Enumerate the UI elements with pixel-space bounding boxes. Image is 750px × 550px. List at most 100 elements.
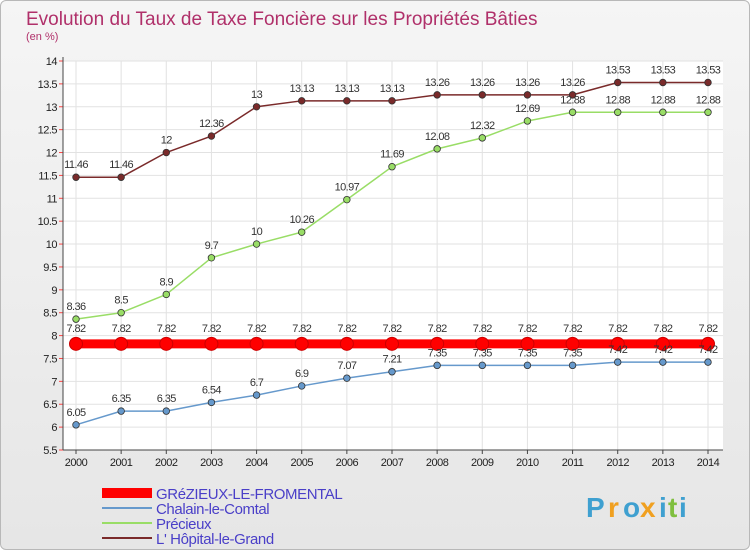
- data-label: 8.36: [66, 301, 85, 313]
- data-label: 8.5: [114, 295, 128, 307]
- data-point: [388, 97, 396, 105]
- data-label: 7.82: [653, 323, 672, 335]
- data-label: 12.88: [696, 94, 721, 106]
- gridlines: [63, 60, 723, 451]
- y-tick-label: 13.5: [38, 79, 58, 91]
- data-point: [162, 148, 170, 157]
- data-point: [430, 336, 445, 351]
- data-label: 6.9: [295, 368, 309, 380]
- data-point: [343, 374, 351, 382]
- data-label: 13: [251, 89, 263, 101]
- logo-letter: x: [640, 492, 657, 523]
- x-tick-label: 2007: [381, 457, 404, 469]
- data-label: 7.42: [653, 344, 672, 356]
- data-point: [117, 309, 125, 317]
- data-point: [478, 361, 486, 370]
- data-label: 6.7: [250, 377, 264, 389]
- data-label: 13.13: [289, 83, 314, 95]
- x-tick-labels: 2000 2001 2002 2003 2004 2005 2006 2007 2008 2009…: [65, 457, 720, 469]
- data-point: [207, 132, 216, 140]
- x-tick-label: 2011: [562, 457, 584, 469]
- data-point: [162, 290, 170, 299]
- data-point: [252, 391, 261, 399]
- data-point: [568, 108, 577, 116]
- logo-letter: P: [586, 492, 606, 523]
- data-point: [114, 336, 129, 351]
- data-label: 7.82: [428, 323, 447, 335]
- legend: GRéZIEUX-LE-FROMENTALChalain-le-ComtalPr…: [102, 486, 343, 548]
- data-label: 13.26: [470, 77, 495, 89]
- data-label: 6.35: [112, 393, 131, 405]
- series-0: [69, 336, 715, 351]
- data-label: 13.26: [515, 77, 540, 89]
- data-point: [475, 336, 490, 351]
- data-label: 12.08: [425, 131, 450, 143]
- series-1: [72, 358, 712, 429]
- data-point: [610, 336, 625, 351]
- x-tick-label: 2008: [426, 457, 449, 469]
- data-label: 7.35: [428, 347, 447, 359]
- x-tick-label: 2001: [110, 457, 133, 469]
- x-tick-label: 2000: [65, 457, 88, 469]
- x-tick-label: 2003: [200, 457, 223, 469]
- y-tick-label: 11.5: [38, 170, 57, 182]
- data-label: 12: [161, 135, 173, 147]
- plot-area: [63, 61, 723, 450]
- data-point: [659, 358, 667, 366]
- legend-label: L' Hôpital-le-Grand: [156, 531, 274, 548]
- data-label: 7.82: [563, 323, 582, 335]
- data-label: 13.26: [425, 77, 450, 89]
- data-point: [704, 78, 712, 87]
- x-tick-label: 2002: [155, 457, 178, 469]
- data-label: 13.53: [605, 65, 630, 77]
- data-point: [117, 407, 125, 415]
- data-point: [568, 361, 577, 370]
- data-label: 11.46: [64, 159, 88, 171]
- data-point: [162, 407, 170, 415]
- data-label: 10: [251, 226, 263, 238]
- y-tick-label: 8.5: [43, 308, 57, 320]
- data-label: 7.35: [518, 347, 537, 359]
- data-label: 7.42: [608, 344, 627, 356]
- data-point: [433, 145, 441, 153]
- data-point: [704, 108, 712, 116]
- data-label: 7.21: [382, 354, 401, 366]
- data-label: 7.82: [382, 323, 401, 335]
- y-tick-label: 10: [46, 239, 58, 251]
- data-label: 7.82: [112, 323, 131, 335]
- legend-item-1: Chalain-le-Comtal: [102, 501, 270, 518]
- y-tick-label: 12.5: [38, 125, 58, 137]
- data-label: 7.82: [608, 323, 627, 335]
- data-point: [565, 336, 580, 351]
- y-tick-label: 6: [51, 422, 57, 434]
- x-tick-label: 2009: [471, 457, 494, 469]
- data-label: 12.36: [199, 118, 224, 130]
- y-tick-label: 8: [51, 331, 57, 343]
- data-label: 10.26: [289, 214, 314, 226]
- data-point: [69, 336, 83, 351]
- data-label: 6.54: [202, 384, 221, 396]
- data-label: 9.7: [205, 240, 219, 252]
- data-label: 12.32: [470, 120, 495, 132]
- data-point: [520, 336, 535, 351]
- y-tick-label: 9.5: [43, 262, 57, 274]
- data-point: [568, 91, 577, 99]
- data-label: 7.82: [66, 323, 85, 335]
- data-label: 12.88: [605, 94, 630, 106]
- data-point: [159, 336, 174, 351]
- data-label: 12.88: [560, 94, 585, 106]
- data-label: 13.53: [651, 65, 676, 77]
- y-tick-label: 9: [51, 285, 57, 297]
- logo-letter: o: [623, 492, 641, 523]
- y-tick-label: 14: [46, 56, 58, 68]
- data-point: [433, 361, 441, 370]
- data-point: [298, 97, 306, 105]
- data-labels: 6.05 6.35 6.35 6.54 6.7 6.9 7.07 7.21 7.35 7.35 7.…: [64, 65, 721, 419]
- data-label: 7.82: [698, 323, 717, 335]
- data-point: [478, 91, 486, 99]
- data-label: 7.82: [518, 323, 537, 335]
- data-label: 13.13: [335, 83, 360, 95]
- data-point: [701, 336, 715, 351]
- data-label: 12.88: [651, 94, 676, 106]
